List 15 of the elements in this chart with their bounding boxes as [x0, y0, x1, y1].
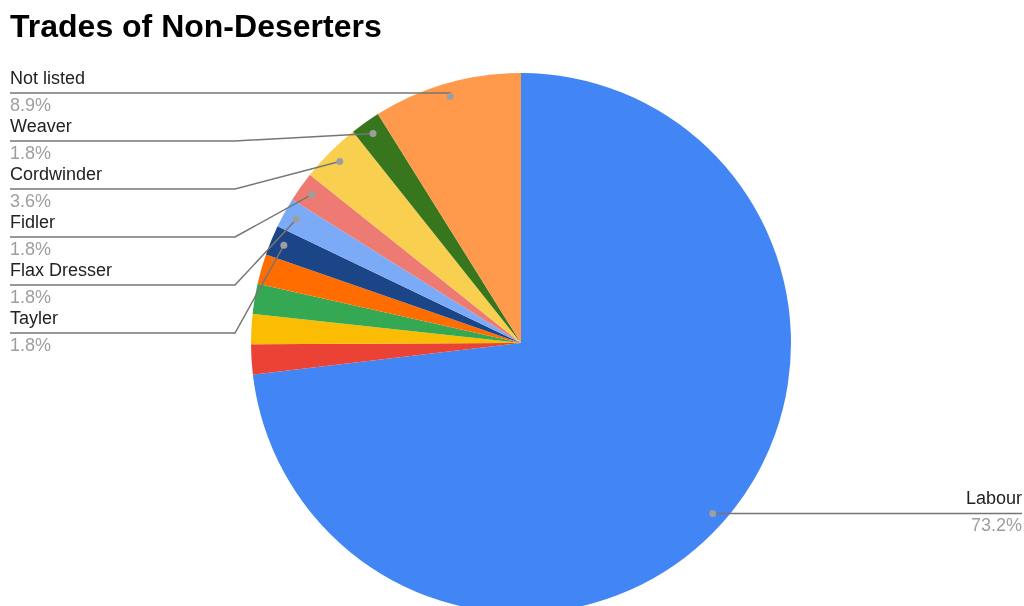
slice-label: Labour — [965, 488, 1022, 509]
slice-label: Not listed — [10, 67, 86, 88]
data-label: 73.2% — [970, 515, 1022, 536]
slice-label: Weaver — [10, 115, 72, 136]
slice-label: Cordwinder — [10, 163, 103, 184]
data-label: 1.8% — [10, 238, 52, 259]
slice-label: Fidler — [10, 211, 56, 232]
slice-label: Tayler — [10, 307, 59, 328]
chart-title: Trades of Non-Deserters — [10, 8, 382, 45]
data-label: 1.8% — [10, 334, 52, 355]
slice-label: Flax Dresser — [10, 259, 113, 280]
data-label: 3.6% — [10, 190, 52, 211]
data-label: 1.8% — [10, 142, 52, 163]
data-label: 8.9% — [10, 94, 52, 115]
data-label: 1.8% — [10, 286, 52, 307]
